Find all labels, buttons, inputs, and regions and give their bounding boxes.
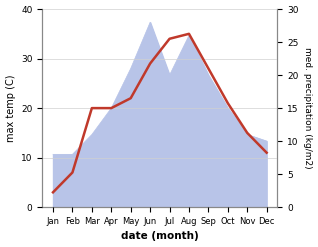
Y-axis label: max temp (C): max temp (C) bbox=[5, 74, 16, 142]
Y-axis label: med. precipitation (kg/m2): med. precipitation (kg/m2) bbox=[303, 47, 313, 169]
X-axis label: date (month): date (month) bbox=[121, 231, 199, 242]
